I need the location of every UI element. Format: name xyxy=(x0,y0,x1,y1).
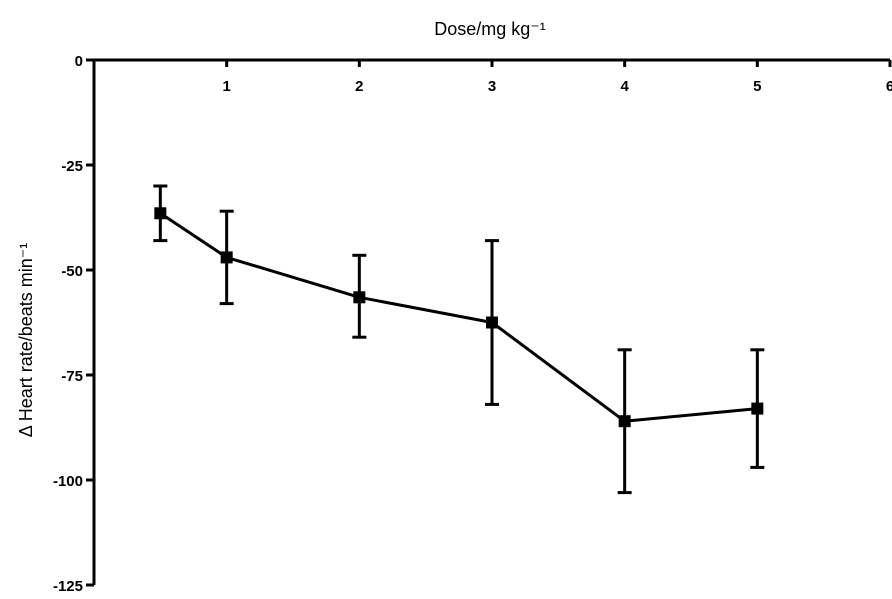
series-line-group xyxy=(159,212,758,423)
markers xyxy=(154,207,764,428)
y-tick-label: -25 xyxy=(61,158,83,175)
x-tick-label: 3 xyxy=(488,78,496,95)
data-point xyxy=(751,402,764,415)
y-tick-label: -125 xyxy=(53,578,83,594)
series-line xyxy=(159,212,758,423)
data-point xyxy=(220,251,233,264)
data-point xyxy=(618,415,631,428)
y-tick-label: -50 xyxy=(61,263,83,280)
x-tick-label: 2 xyxy=(355,78,363,95)
axes: 1 2 3 4 5 6 0 -25 -50 -75 -100 -125 xyxy=(53,53,892,595)
data-point xyxy=(154,207,167,220)
x-tick-label: 5 xyxy=(753,78,761,95)
y-axis-title: Δ Heart rate/beats min⁻¹ xyxy=(16,243,36,438)
x-tick-label: 1 xyxy=(222,78,230,95)
y-tick-label: -100 xyxy=(53,473,83,490)
data-point xyxy=(353,291,366,304)
x-axis-title: Dose/mg kg⁻¹ xyxy=(434,19,546,39)
x-tick-label: 6 xyxy=(886,78,892,95)
x-tick-label: 4 xyxy=(620,78,629,95)
y-tick-label: 0 xyxy=(75,53,83,70)
data-point xyxy=(486,316,498,329)
error-bars xyxy=(153,184,765,495)
y-tick-label: -75 xyxy=(61,368,83,385)
